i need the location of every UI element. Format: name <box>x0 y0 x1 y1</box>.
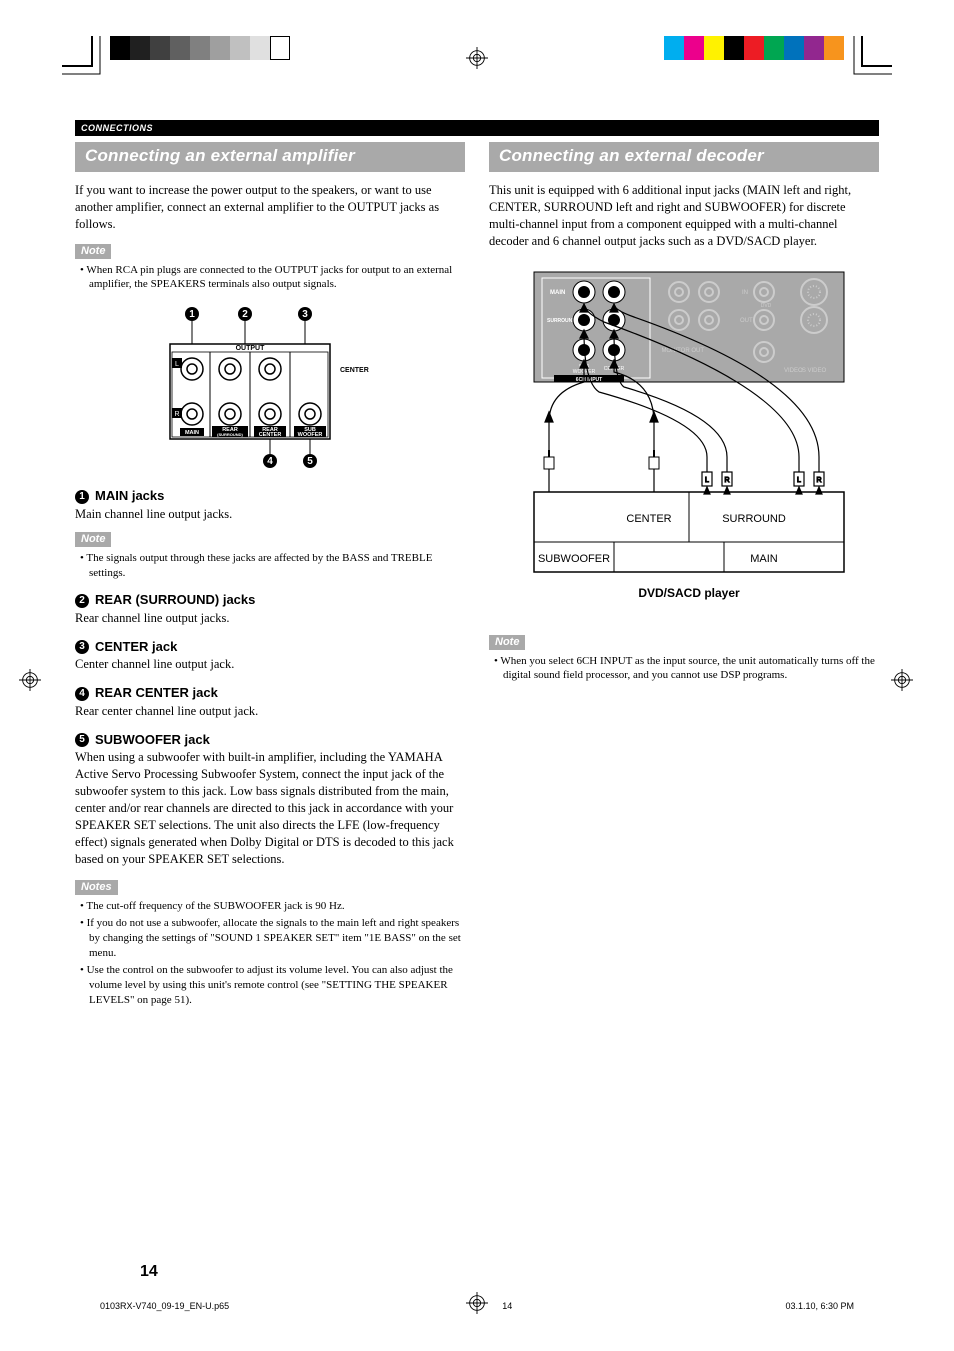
heading-rear-jacks: 2REAR (SURROUND) jacks <box>75 592 465 608</box>
note-text: If you do not use a subwoofer, allocate … <box>89 916 465 961</box>
note-badge: Note <box>75 244 111 259</box>
left-intro: If you want to increase the power output… <box>75 182 465 233</box>
output-jacks-diagram: 1 2 3 OUTPUT L R <box>150 304 390 474</box>
svg-text:R: R <box>174 411 179 418</box>
svg-text:CENTER: CENTER <box>340 367 369 374</box>
svg-text:SURROUND: SURROUND <box>547 318 576 324</box>
registration-mark-right <box>891 669 913 691</box>
note-badge: Note <box>75 532 111 547</box>
heading-center-jack: 3CENTER jack <box>75 639 465 655</box>
svg-text:CENTER: CENTER <box>259 432 282 438</box>
heading-main-jacks: 1MAIN jacks <box>75 488 465 504</box>
page-number: 14 <box>140 1263 158 1281</box>
svg-text:L: L <box>705 477 709 484</box>
note-text: When RCA pin plugs are connected to the … <box>89 263 465 293</box>
body-subwoofer-jack: When using a subwoofer with built-in amp… <box>75 749 465 867</box>
registration-mark-left <box>19 669 41 691</box>
notes-badge: Notes <box>75 880 118 895</box>
svg-text:5: 5 <box>307 456 313 467</box>
svg-text:VIDEO: VIDEO <box>784 368 803 374</box>
svg-text:SUBWOOFER: SUBWOOFER <box>538 553 610 565</box>
section-header: CONNECTIONS <box>75 120 879 136</box>
svg-text:OUTPUT: OUTPUT <box>236 345 266 352</box>
svg-text:WOOFER: WOOFER <box>298 432 323 438</box>
right-intro: This unit is equipped with 6 additional … <box>489 182 879 250</box>
note-text: The signals output through these jacks a… <box>89 551 465 581</box>
footer-page: 14 <box>502 1301 512 1311</box>
left-column: Connecting an external amplifier If you … <box>75 142 465 1009</box>
svg-text:2: 2 <box>242 309 248 320</box>
body-main-jacks: Main channel line output jacks. <box>75 506 465 523</box>
heading-rear-center-jack: 4REAR CENTER jack <box>75 685 465 701</box>
svg-text:MAIN: MAIN <box>550 290 565 296</box>
svg-text:MAIN: MAIN <box>750 553 778 565</box>
svg-text:R: R <box>724 477 729 484</box>
svg-text:(SURROUND): (SURROUND) <box>217 432 243 437</box>
svg-text:IN: IN <box>742 290 748 296</box>
heading-subwoofer-jack: 5SUBWOOFER jack <box>75 732 465 748</box>
svg-text:R: R <box>816 477 821 484</box>
footer-file: 0103RX-V740_09-19_EN-U.p65 <box>100 1301 229 1311</box>
svg-text:DVD/SACD player: DVD/SACD player <box>638 586 740 600</box>
body-rear-center-jack: Rear center channel line output jack. <box>75 703 465 720</box>
crop-mark-tr <box>852 36 892 76</box>
note-text: Use the control on the subwoofer to adju… <box>89 963 465 1008</box>
svg-text:SURROUND: SURROUND <box>722 513 786 525</box>
crop-mark-tl <box>62 36 102 76</box>
svg-text:DVD: DVD <box>761 303 772 309</box>
color-bars-right <box>664 36 844 60</box>
svg-text:1: 1 <box>189 309 195 320</box>
note-badge: Note <box>489 635 525 650</box>
body-center-jack: Center channel line output jack. <box>75 656 465 673</box>
footer-stamp: 03.1.10, 6:30 PM <box>785 1301 854 1311</box>
right-column: Connecting an external decoder This unit… <box>489 142 879 1009</box>
note-text: When you select 6CH INPUT as the input s… <box>503 654 879 684</box>
body-rear-jacks: Rear channel line output jacks. <box>75 610 465 627</box>
svg-text:L: L <box>175 361 179 368</box>
svg-text:OUT: OUT <box>740 318 753 324</box>
color-bars-left <box>110 36 290 60</box>
svg-text:MAIN: MAIN <box>185 430 199 436</box>
decoder-diagram: MAIN SURROUND SUB WOOFER CENTER 6CH INPU… <box>504 262 864 612</box>
note-text: The cut-off frequency of the SUBWOOFER j… <box>89 899 465 914</box>
svg-text:4: 4 <box>267 456 273 467</box>
svg-text:L: L <box>797 477 801 484</box>
svg-text:CENTER: CENTER <box>626 513 671 525</box>
svg-text:3: 3 <box>302 309 308 320</box>
registration-mark-top <box>466 47 488 69</box>
footer: 0103RX-V740_09-19_EN-U.p65 14 03.1.10, 6… <box>100 1301 854 1311</box>
left-title: Connecting an external amplifier <box>75 142 465 172</box>
svg-text:S VIDEO: S VIDEO <box>802 368 827 374</box>
right-title: Connecting an external decoder <box>489 142 879 172</box>
